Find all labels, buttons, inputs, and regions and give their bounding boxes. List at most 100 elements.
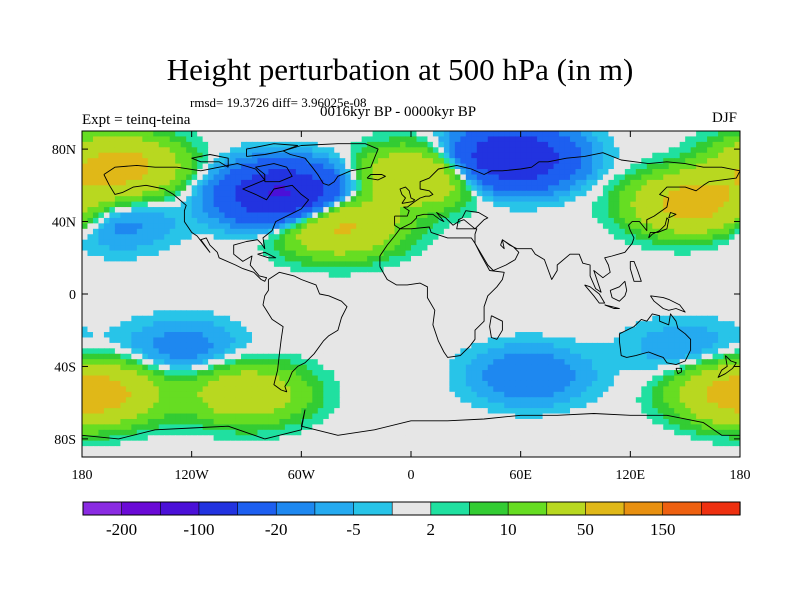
field-cell xyxy=(361,337,368,344)
field-cell xyxy=(98,283,105,290)
field-cell xyxy=(411,310,418,317)
field-cell xyxy=(175,294,182,301)
field-cell xyxy=(186,304,193,311)
field-cell xyxy=(476,152,483,159)
field-cell xyxy=(301,332,308,339)
field-cell xyxy=(136,228,143,235)
field-cell xyxy=(361,239,368,246)
field-cell xyxy=(734,234,740,241)
field-cell xyxy=(630,337,637,344)
field-cell xyxy=(125,174,132,181)
field-cell xyxy=(668,348,675,355)
field-cell xyxy=(591,239,599,246)
field-cell xyxy=(668,217,675,224)
field-cell xyxy=(389,255,396,262)
field-cell xyxy=(487,147,494,154)
field-cell xyxy=(438,304,445,311)
field-cell xyxy=(136,326,143,333)
field-cell xyxy=(602,310,609,317)
field-cell xyxy=(301,348,308,355)
field-cell xyxy=(279,217,286,224)
field-cell xyxy=(690,332,697,339)
field-cell xyxy=(602,212,609,219)
anomaly-field xyxy=(82,131,740,457)
field-cell xyxy=(520,332,527,339)
field-cell xyxy=(712,288,719,295)
field-cell xyxy=(158,163,165,170)
field-cell xyxy=(273,288,280,295)
field-cell xyxy=(482,141,489,148)
field-cell xyxy=(262,163,270,170)
field-cell xyxy=(586,266,593,273)
field-cell xyxy=(668,266,675,273)
field-cell xyxy=(564,228,571,235)
field-cell xyxy=(427,179,434,186)
field-cell xyxy=(268,250,275,257)
field-cell xyxy=(619,255,626,262)
field-cell xyxy=(646,304,653,311)
field-cell xyxy=(251,234,259,241)
field-cell xyxy=(323,294,330,301)
field-cell xyxy=(580,299,588,306)
field-cell xyxy=(153,337,160,344)
field-cell xyxy=(602,255,609,262)
field-cell xyxy=(82,163,89,170)
field-cell xyxy=(465,255,472,262)
field-cell xyxy=(449,272,456,279)
field-cell xyxy=(92,288,100,295)
field-cell xyxy=(92,158,100,165)
field-cell xyxy=(180,234,187,241)
field-cell xyxy=(175,190,182,197)
field-cell xyxy=(679,266,686,273)
field-cell xyxy=(136,332,143,339)
field-cell xyxy=(284,201,291,208)
field-cell xyxy=(520,277,527,284)
field-cell xyxy=(394,332,401,339)
field-cell xyxy=(707,310,714,317)
field-cell xyxy=(465,239,472,246)
field-cell xyxy=(537,212,544,219)
field-cell xyxy=(575,250,582,257)
field-cell xyxy=(701,141,708,148)
field-cell xyxy=(197,266,204,273)
field-cell xyxy=(153,136,160,143)
field-cell xyxy=(306,158,313,165)
field-cell xyxy=(136,190,143,197)
field-cell xyxy=(515,299,522,306)
field-cell xyxy=(87,239,94,246)
field-cell xyxy=(734,174,740,181)
field-cell xyxy=(98,294,105,301)
field-cell xyxy=(197,337,204,344)
field-cell xyxy=(383,179,390,186)
field-cell xyxy=(537,228,544,235)
field-cell xyxy=(361,217,368,224)
field-cell xyxy=(186,353,193,360)
field-cell xyxy=(136,131,143,138)
field-cell xyxy=(690,207,697,214)
field-cell xyxy=(526,147,533,154)
field-cell xyxy=(262,201,270,208)
field-cell xyxy=(224,239,231,246)
field-cell xyxy=(652,239,659,246)
field-cell xyxy=(109,152,116,159)
field-cell xyxy=(251,163,259,170)
field-cell xyxy=(290,190,297,197)
field-cell xyxy=(515,207,522,214)
field-cell xyxy=(734,288,740,295)
field-cell xyxy=(449,158,456,165)
field-cell xyxy=(570,348,577,355)
field-cell xyxy=(257,266,264,273)
field-cell xyxy=(542,185,549,192)
field-cell xyxy=(663,245,670,252)
field-cell xyxy=(389,131,396,138)
field-cell xyxy=(82,261,89,268)
field-cell xyxy=(328,239,335,246)
field-cell xyxy=(92,212,100,219)
field-cell xyxy=(383,288,390,295)
field-cell xyxy=(153,234,160,241)
field-cell xyxy=(416,326,423,333)
field-cell xyxy=(608,163,615,170)
field-cell xyxy=(570,201,577,208)
field-cell xyxy=(235,136,242,143)
field-cell xyxy=(421,147,429,154)
